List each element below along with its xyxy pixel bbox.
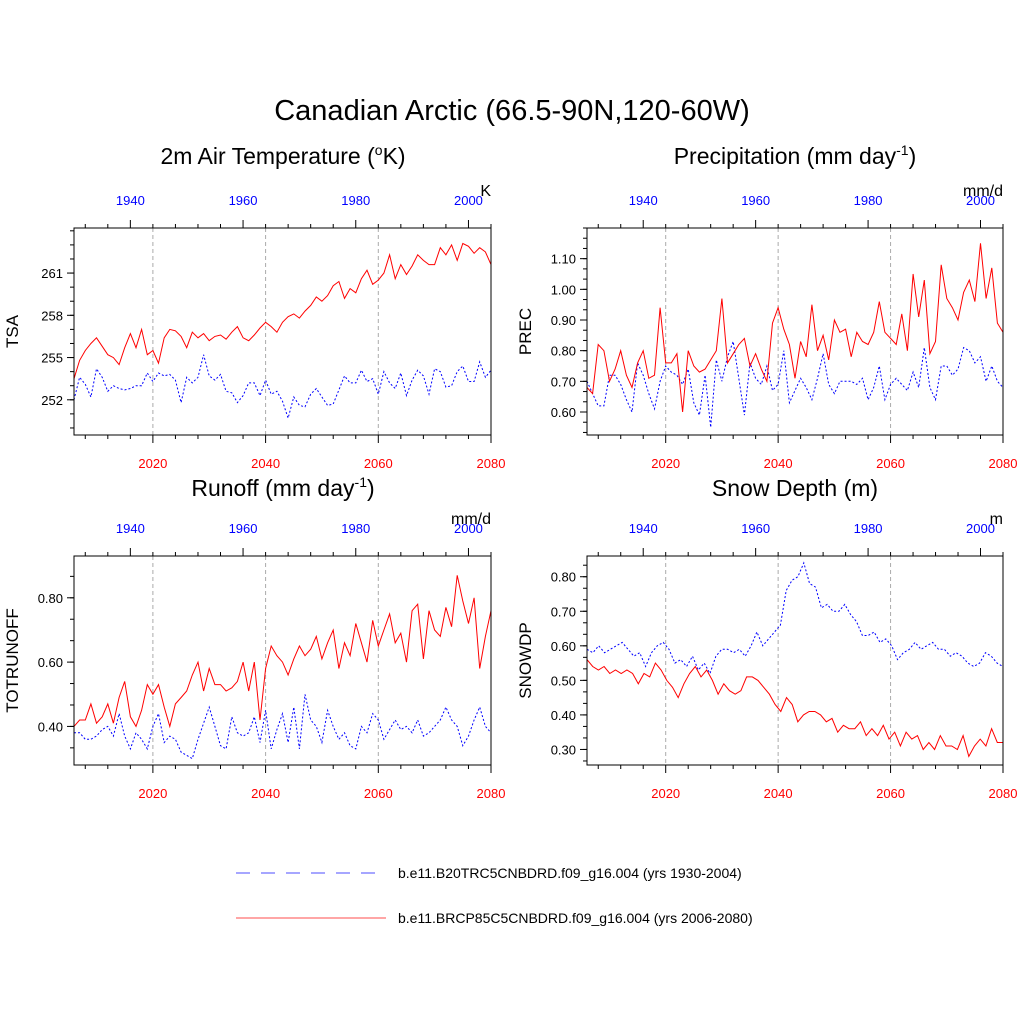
x-top-tick-label: 1940: [629, 521, 658, 536]
chart-panel-snowdp: Snow Depth (m) 2020 2040 2060 2080 1940 1960 19…: [516, 475, 1017, 801]
y-tick-label: 0.50: [551, 673, 576, 688]
panel-title: Runoff (mm day-1): [191, 474, 374, 501]
x-top-tick-label: 1960: [229, 193, 258, 208]
x-top-tick-label: 1980: [341, 521, 370, 536]
y-tick-label: 0.70: [551, 374, 576, 389]
future-series-line: [586, 659, 1003, 758]
historical-series-line: [74, 694, 492, 760]
y-tick-label: 0.90: [551, 313, 576, 328]
y-axis-label: SNOWDP: [516, 622, 535, 699]
future-series-line: [73, 575, 492, 729]
x-bottom-tick-label: 2060: [876, 786, 905, 801]
x-top-tick-label: 1980: [341, 193, 370, 208]
y-tick-label: 252: [41, 393, 63, 408]
plot-frame: [586, 227, 1004, 436]
panel-title-end: ): [909, 143, 917, 169]
units-label: m: [990, 511, 1003, 528]
panel-title-main: Snow Depth (m): [712, 475, 878, 501]
panel-title-main: Precipitation (mm day: [674, 143, 897, 169]
x-bottom-tick-label: 2020: [138, 456, 167, 471]
figure-title: Canadian Arctic (66.5-90N,120-60W): [274, 95, 750, 127]
x-top-tick-label: 2000: [454, 193, 483, 208]
plot-frame: [73, 227, 492, 436]
x-top-tick-label: 1940: [116, 193, 145, 208]
panel-title-superscript: -1: [355, 474, 368, 490]
panel-title-superscript: -1: [896, 142, 909, 158]
y-axis-label: TSA: [3, 314, 22, 348]
y-tick-label: 0.80: [38, 591, 63, 606]
x-bottom-tick-label: 2040: [251, 786, 280, 801]
panel-title: 2m Air Temperature (oK): [160, 142, 405, 169]
y-tick-label: 261: [41, 266, 63, 281]
y-tick-label: 0.80: [551, 570, 576, 585]
x-bottom-tick-label: 2040: [764, 456, 793, 471]
x-bottom-tick-label: 2020: [138, 786, 167, 801]
y-tick-label: 0.40: [551, 708, 576, 723]
panel-title: Precipitation (mm day-1): [674, 142, 917, 169]
x-bottom-tick-label: 2080: [477, 456, 506, 471]
plot-frame: [73, 555, 492, 766]
y-tick-label: 0.60: [551, 639, 576, 654]
y-tick-label: 0.80: [551, 344, 576, 359]
x-top-tick-label: 1960: [741, 193, 770, 208]
legend-historical-label: b.e11.B20TRC5CNBDRD.f09_g16.004 (yrs 193…: [398, 865, 742, 881]
x-top-tick-label: 1980: [854, 521, 883, 536]
plot-frame: [586, 555, 1004, 766]
y-axis-label: PREC: [516, 308, 535, 355]
x-bottom-tick-label: 2080: [477, 786, 506, 801]
legend: b.e11.B20TRC5CNBDRD.f09_g16.004 (yrs 193…: [236, 865, 753, 926]
x-top-tick-label: 1960: [741, 521, 770, 536]
x-bottom-tick-label: 2040: [251, 456, 280, 471]
x-top-tick-label: 1960: [229, 521, 258, 536]
legend-future-label: b.e11.BRCP85C5CNBDRD.f09_g16.004 (yrs 20…: [398, 910, 753, 926]
panel-title-end: K): [383, 143, 406, 169]
chart-panel-prec: Precipitation (mm day-1) 2020 2040 2060 2080…: [516, 142, 1017, 471]
x-bottom-tick-label: 2020: [651, 786, 680, 801]
units-label: mm/d: [963, 183, 1003, 200]
chart-panel-totrunoff: Runoff (mm day-1) 2020 2040 2060 2080 1940 196…: [3, 474, 505, 801]
historical-series-line: [586, 339, 1004, 428]
x-top-tick-label: 1940: [629, 193, 658, 208]
y-tick-label: 0.40: [38, 719, 63, 734]
units-label: mm/d: [451, 511, 491, 528]
panel-title-main: 2m Air Temperature (: [160, 143, 375, 169]
x-top-tick-label: 2000: [966, 193, 995, 208]
historical-series-line: [73, 354, 492, 420]
x-top-tick-label: 1940: [116, 521, 145, 536]
panel-title-end: ): [367, 475, 375, 501]
x-bottom-tick-label: 2080: [989, 456, 1018, 471]
panel-title-main: Runoff (mm day: [191, 475, 355, 501]
y-tick-label: 0.60: [38, 655, 63, 670]
x-bottom-tick-label: 2020: [651, 456, 680, 471]
panel-title-superscript: o: [375, 142, 383, 158]
x-bottom-tick-label: 2060: [364, 786, 393, 801]
y-tick-label: 1.00: [551, 282, 576, 297]
x-bottom-tick-label: 2040: [764, 786, 793, 801]
y-tick-label: 258: [41, 308, 63, 323]
x-bottom-tick-label: 2060: [876, 456, 905, 471]
y-tick-label: 255: [41, 351, 63, 366]
panel-title: Snow Depth (m): [712, 475, 878, 501]
historical-series-line: [586, 561, 1004, 675]
y-tick-label: 0.30: [551, 742, 576, 757]
x-top-tick-label: 1980: [854, 193, 883, 208]
chart-panel-tsa: 2m Air Temperature (oK) 2020 2040 2060 2080 1…: [3, 142, 505, 471]
future-series-line: [586, 243, 1004, 413]
x-top-tick-label: 2000: [454, 521, 483, 536]
y-tick-label: 0.70: [551, 604, 576, 619]
y-axis-label: TOTRUNOFF: [3, 608, 22, 713]
y-tick-label: 0.60: [551, 405, 576, 420]
panels-group: 2m Air Temperature (oK)2020 2040 2060 20801…: [3, 142, 1017, 801]
future-series-line: [73, 242, 492, 379]
units-label: K: [480, 183, 491, 200]
x-bottom-tick-label: 2060: [364, 456, 393, 471]
x-bottom-tick-label: 2080: [989, 786, 1018, 801]
y-tick-label: 1.10: [551, 252, 576, 267]
x-top-tick-label: 2000: [966, 521, 995, 536]
